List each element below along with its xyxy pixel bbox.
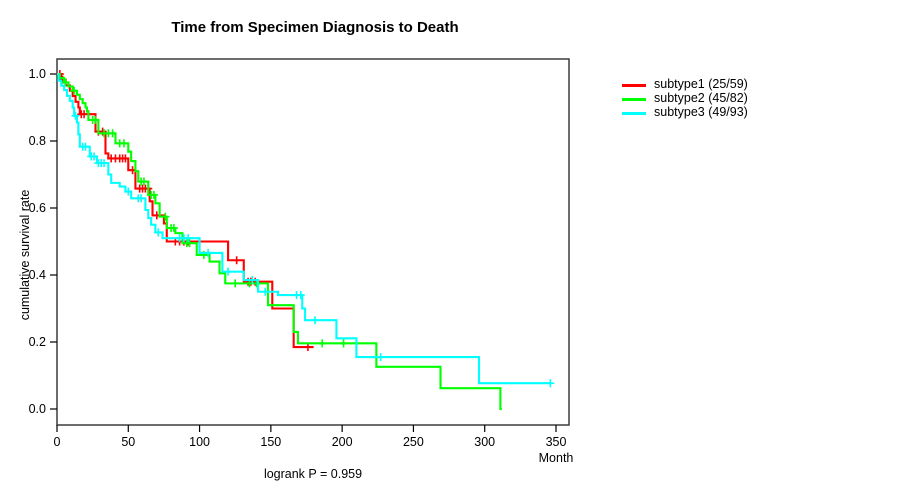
x-tick-label: 0 (53, 435, 61, 449)
y-tick-label: 1.0 (28, 67, 46, 81)
x-tick-label: 350 (545, 435, 567, 449)
chart-title: Time from Specimen Diagnosis to Death (171, 19, 459, 36)
plot-frame (56, 58, 570, 426)
x-tick-label: 200 (331, 435, 353, 449)
x-tick-label: 50 (121, 435, 136, 449)
x-tick-label: 100 (189, 435, 210, 449)
legend-swatch-subtype2 (622, 98, 646, 101)
x-tick-label: 300 (474, 435, 496, 449)
logrank-annotation: logrank P = 0.959 (263, 467, 363, 481)
x-tick-label: 150 (260, 435, 282, 449)
y-tick-label: 0.4 (28, 268, 46, 282)
legend-label-subtype1: subtype1 (25/59) (654, 77, 748, 91)
survival-curve-subtype2 (57, 72, 502, 411)
legend-swatch-subtype3 (622, 112, 646, 115)
legend-label-subtype3: subtype3 (49/93) (654, 105, 748, 119)
y-tick-label: 0.0 (28, 402, 46, 416)
legend-swatch-subtype1 (622, 84, 646, 87)
x-axis-label: Month (538, 451, 574, 465)
y-tick-label: 0.6 (28, 201, 46, 215)
x-tick-label: 250 (402, 435, 424, 449)
survival-curve-subtype3 (57, 72, 551, 385)
legend-label-subtype2: subtype2 (45/82) (654, 91, 748, 105)
y-tick-label: 0.8 (28, 134, 46, 148)
y-tick-label: 0.2 (28, 335, 46, 349)
